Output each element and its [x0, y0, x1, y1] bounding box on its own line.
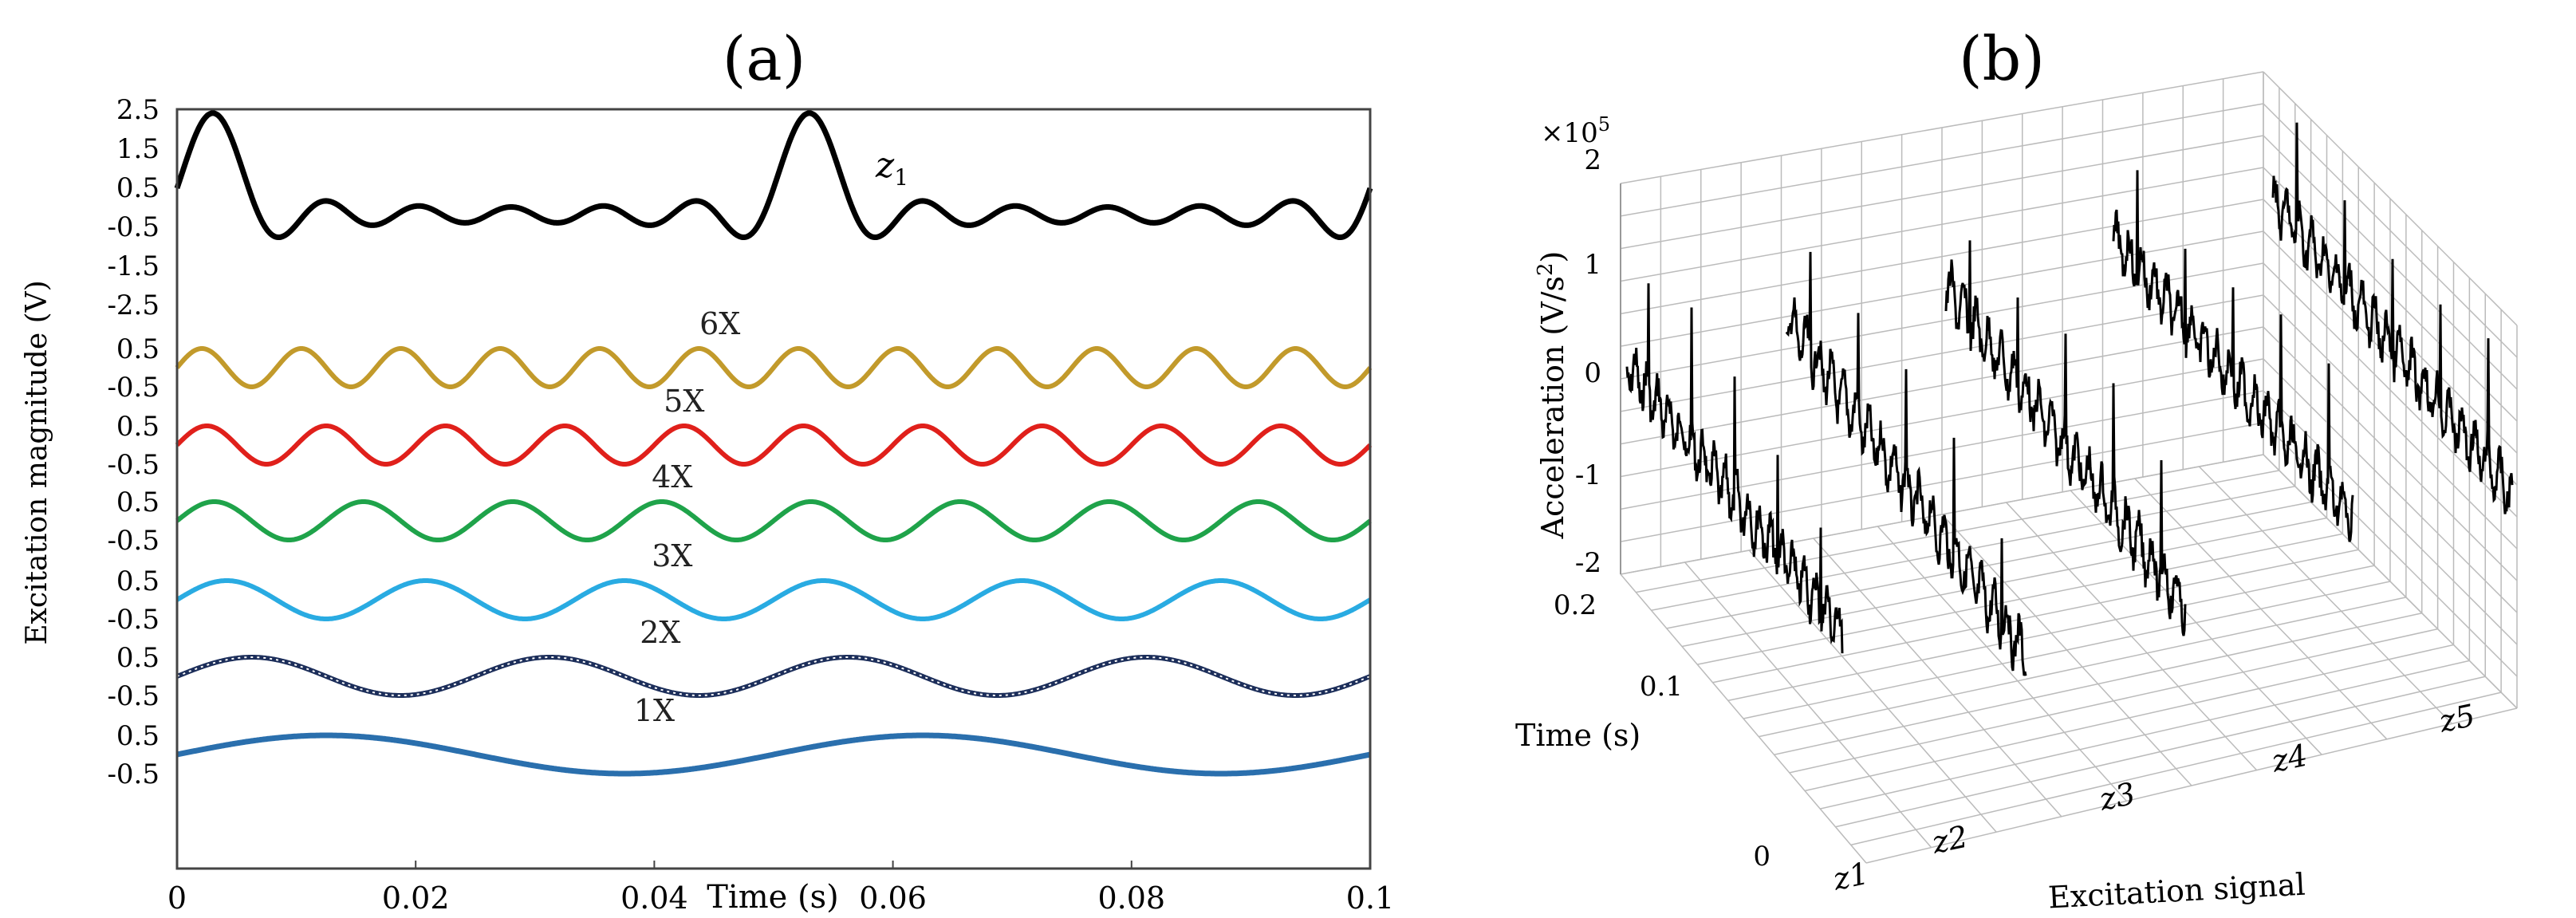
band-tick-label: 0.5: [116, 487, 160, 518]
floor-grid-line: [1941, 514, 2192, 786]
trace-z4: [2112, 170, 2354, 542]
panel-b-zlabel-sup: 2: [1534, 262, 1558, 276]
panel-a-xlabel: Time (s): [707, 879, 839, 916]
series-6x-line: [175, 346, 1373, 389]
x-tick-label: 0: [167, 881, 187, 916]
series-2x-label: 2X: [640, 615, 680, 650]
panel-a-curves: [174, 110, 1373, 777]
time-tick-label: 0: [1753, 841, 1771, 873]
panel-b-zlabel-end: ): [1535, 251, 1570, 263]
floor-grid-line: [1620, 573, 1867, 864]
panel-b-scale-base: ×10: [1541, 117, 1598, 149]
band-tick-label: 0.5: [116, 642, 160, 674]
category-label: z2: [1928, 819, 1971, 861]
series-6x-label: 6X: [699, 306, 740, 341]
series-z1-label-main: z: [875, 145, 895, 186]
panel-b-grid: [1620, 71, 2518, 864]
category-label: z4: [2268, 738, 2310, 779]
trace-z3: [1944, 240, 2187, 636]
z-tick-label: 1: [1584, 249, 1601, 281]
series-2x-dots: [176, 656, 1371, 696]
x-tick-label: 0.08: [1097, 881, 1165, 916]
z1-tick-label: -1.5: [107, 250, 160, 282]
z-tick-label: 2: [1584, 144, 1601, 176]
z1-tick-label: -2.5: [107, 290, 160, 321]
panel-b-zlabel-main: Acceleration (V/s: [1535, 276, 1570, 539]
band-tick-label: -0.5: [107, 449, 160, 481]
band-tick-label: -0.5: [107, 680, 160, 712]
series-5x-line: [175, 424, 1373, 467]
z-tick-label: -1: [1575, 459, 1601, 491]
z1-tick-label: 1.5: [116, 133, 160, 165]
band-tick-label: 0.5: [116, 565, 160, 597]
category-label: z5: [2436, 698, 2478, 739]
floor-grid-line: [1877, 526, 2127, 802]
x-tick-label: 0.06: [859, 881, 927, 916]
floor-grid-line: [2070, 490, 2322, 755]
x-tick-label: 0.1: [1346, 881, 1394, 916]
panel-b-xlabel: Excitation signal: [2047, 867, 2306, 916]
floor-grid-line: [2198, 466, 2452, 724]
z1-tick-label: -0.5: [107, 211, 160, 243]
panel-a-series-labels: 6X 5X 4X 3X 2X 1X z1: [634, 145, 908, 728]
panel-b-title: (b): [1959, 23, 2045, 94]
band-tick-label: -0.5: [107, 758, 160, 790]
z-tick-label: 0: [1584, 357, 1601, 389]
z1-tick-label: 2.5: [116, 94, 160, 126]
series-4x-line: [175, 499, 1372, 542]
floor-grid-line: [1813, 538, 2062, 818]
panel-b-ticks: 2 1 0 -1 -2 0.2 0.1 0 z1 z2 z3 z4 z5: [1554, 144, 2478, 897]
x-tick-label: 0.02: [382, 881, 450, 916]
series-z1-label-sub: 1: [894, 164, 908, 191]
series-z1-line: [174, 110, 1373, 240]
series-4x-label: 4X: [652, 459, 692, 494]
trace-z5: [2271, 122, 2514, 514]
category-label: z1: [1830, 856, 1872, 897]
time-tick-label: 0.1: [1640, 671, 1683, 703]
category-label: z3: [2096, 776, 2138, 818]
panel-b-zlabel: Acceleration (V/s2): [1534, 251, 1570, 540]
panel-b-traces: [1625, 122, 2514, 676]
time-tick-label: 0.2: [1554, 589, 1597, 621]
z1-tick-label: 0.5: [116, 172, 160, 204]
series-z1-label: z1: [875, 145, 908, 191]
band-tick-label: -0.5: [107, 525, 160, 557]
series-3x-line: [175, 578, 1372, 621]
z-tick-label: -2: [1575, 547, 1601, 579]
series-3x-label: 3X: [652, 538, 692, 573]
series-5x-label: 5X: [664, 384, 704, 419]
floor-grid-line: [1684, 561, 1932, 849]
series-1x-label: 1X: [634, 693, 675, 728]
panel-b-scale-exponent: 5: [1598, 113, 1610, 136]
band-tick-label: 0.5: [116, 720, 160, 752]
panel-b: (b) 2 1 0 -1 -2 0.2 0.1 0 z1 z2 z3 z4 z5 ×105 Accele…: [1515, 23, 2518, 916]
panel-b-time-label: Time (s): [1515, 718, 1641, 753]
panel-a-ticks: 0 0.02 0.04 0.06 0.08 0.1 2.5 1.5 0.5 -0.5 -1.5 -2.…: [107, 94, 1394, 916]
panel-a-ylabel: Excitation magnitude (V): [21, 280, 53, 644]
trace-z1: [1625, 283, 1844, 654]
band-tick-label: 0.5: [116, 411, 160, 443]
panel-b-scale-note: ×105: [1541, 113, 1610, 149]
panel-a-title: (a): [723, 23, 806, 94]
panel-a-plot-frame: [175, 108, 1372, 870]
x-tick-label: 0.04: [620, 881, 688, 916]
band-tick-label: 0.5: [116, 333, 160, 365]
trace-z2: [1785, 251, 2027, 676]
floor-grid-line: [1748, 550, 1997, 833]
band-tick-label: -0.5: [107, 604, 160, 636]
series-1x-line: [176, 732, 1371, 777]
floor-grid-line: [2134, 478, 2388, 740]
floor-grid-line: [2006, 502, 2258, 771]
band-tick-label: -0.5: [107, 372, 160, 404]
